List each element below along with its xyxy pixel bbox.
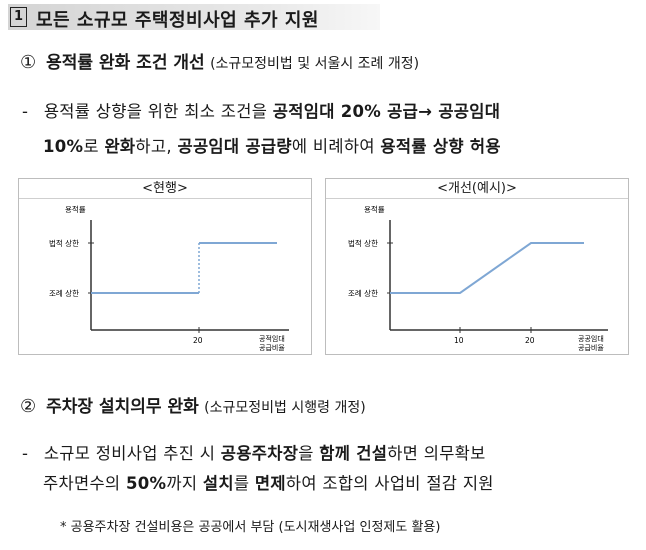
section2-line1: - 소규모 정비사업 추진 시 공용주차장을 함께 건설하면 의무확보 xyxy=(22,440,486,464)
section1-number: ① xyxy=(20,52,37,73)
section1-header: ① 용적률 완화 조건 개선 (소규모정비법 및 서울시 조례 개정) xyxy=(20,48,419,73)
text-bold: 공적임대 20% 공급→ 공공임대 xyxy=(272,102,501,121)
section1-title: 용적률 완화 조건 개선 xyxy=(46,53,205,73)
text-bold: 용적률 상향 허용 xyxy=(380,137,501,156)
section2-number: ② xyxy=(20,396,37,417)
section1-note: (소규모정비법 및 서울시 조례 개정) xyxy=(210,56,420,72)
text: 를 xyxy=(233,474,255,493)
section2-note: (소규모정비법 시행령 개정) xyxy=(204,400,366,416)
x-axis-label: 공공임대 xyxy=(578,335,604,343)
y-axis-label: 용적률 xyxy=(65,204,86,214)
text: 까지 xyxy=(166,474,203,493)
section2-header: ② 주차장 설치의무 완화 (소규모정비법 시행령 개정) xyxy=(20,392,366,417)
section1-line2: 10%로 완화하고, 공공임대 공급량에 비례하여 용적률 상향 허용 xyxy=(43,133,501,157)
y-tick-label: 법적 상한 xyxy=(49,238,79,248)
text: 하여 조합의 사업비 절감 지원 xyxy=(285,474,494,493)
y-tick-label: 조례 상한 xyxy=(49,288,79,298)
text: 주차면수의 xyxy=(43,474,126,493)
chart-improved: 용적률 법적 상한 조례 상한 10 20 공공임대 공급비율 xyxy=(348,204,608,352)
text: 로 xyxy=(83,137,105,156)
section2-title: 주차장 설치의무 완화 xyxy=(46,397,199,417)
chart-improved-panel: <개선(예시)> 용적률 법적 상한 조례 상한 10 20 공공임대 공급비율 xyxy=(325,178,629,355)
text-bold: 면제 xyxy=(254,474,286,493)
text-bold: 10% xyxy=(43,137,84,156)
text-bold: 함께 건설 xyxy=(319,444,388,463)
x-tick-label: 10 xyxy=(454,336,464,345)
text-bold: 완화 xyxy=(104,137,136,156)
y-axis-label: 용적률 xyxy=(364,204,385,214)
text-bold: 공용주차장 xyxy=(220,444,299,463)
x-tick-label: 20 xyxy=(193,336,203,345)
x-axis-label: 공적임대 xyxy=(259,334,285,343)
chart-improved-title: <개선(예시)> xyxy=(326,179,628,199)
heading-bar xyxy=(8,4,380,30)
y-tick-label: 조례 상한 xyxy=(348,288,378,298)
text: 하면 의무확보 xyxy=(387,444,486,463)
text: 하고, xyxy=(135,137,178,156)
bullet: - xyxy=(22,444,29,463)
section1-line1: - 용적률 상향을 위한 최소 조건을 공적임대 20% 공급→ 공공임대 xyxy=(22,98,500,122)
series-line xyxy=(390,242,584,294)
chart-current: 용적률 법적 상한 조례 상한 20 공적임대 공급비율 xyxy=(49,204,289,352)
text-bold: 공공임대 공급량 xyxy=(177,137,292,156)
text: 용적률 상향을 위한 최소 조건을 xyxy=(43,102,273,121)
x-axis-label: 공급비율 xyxy=(578,343,604,352)
x-tick-label: 20 xyxy=(525,336,535,345)
bullet: - xyxy=(22,102,29,121)
y-tick-label: 법적 상한 xyxy=(348,238,378,248)
text: 을 xyxy=(298,444,320,463)
text-bold: 50% xyxy=(125,474,167,493)
x-axis-label: 공급비율 xyxy=(259,343,285,352)
section2-line2: 주차면수의 50%까지 설치를 면제하여 조합의 사업비 절감 지원 xyxy=(43,470,494,494)
heading-number: 1 xyxy=(10,7,27,27)
footnote: * 공용주차장 건설비용은 공공에서 부담 (도시재생사업 인정제도 활용) xyxy=(60,520,441,535)
heading-title: 모든 소규모 주택정비사업 추가 지원 xyxy=(36,10,319,31)
text-bold: 설치 xyxy=(202,474,234,493)
text: 에 비례하여 xyxy=(291,137,381,156)
text: 소규모 정비사업 추진 시 xyxy=(43,444,221,463)
chart-current-title: <현행> xyxy=(19,179,311,199)
chart-current-panel: <현행> 용적률 법적 상한 조례 상한 20 공적임대 공급비율 xyxy=(18,178,312,355)
